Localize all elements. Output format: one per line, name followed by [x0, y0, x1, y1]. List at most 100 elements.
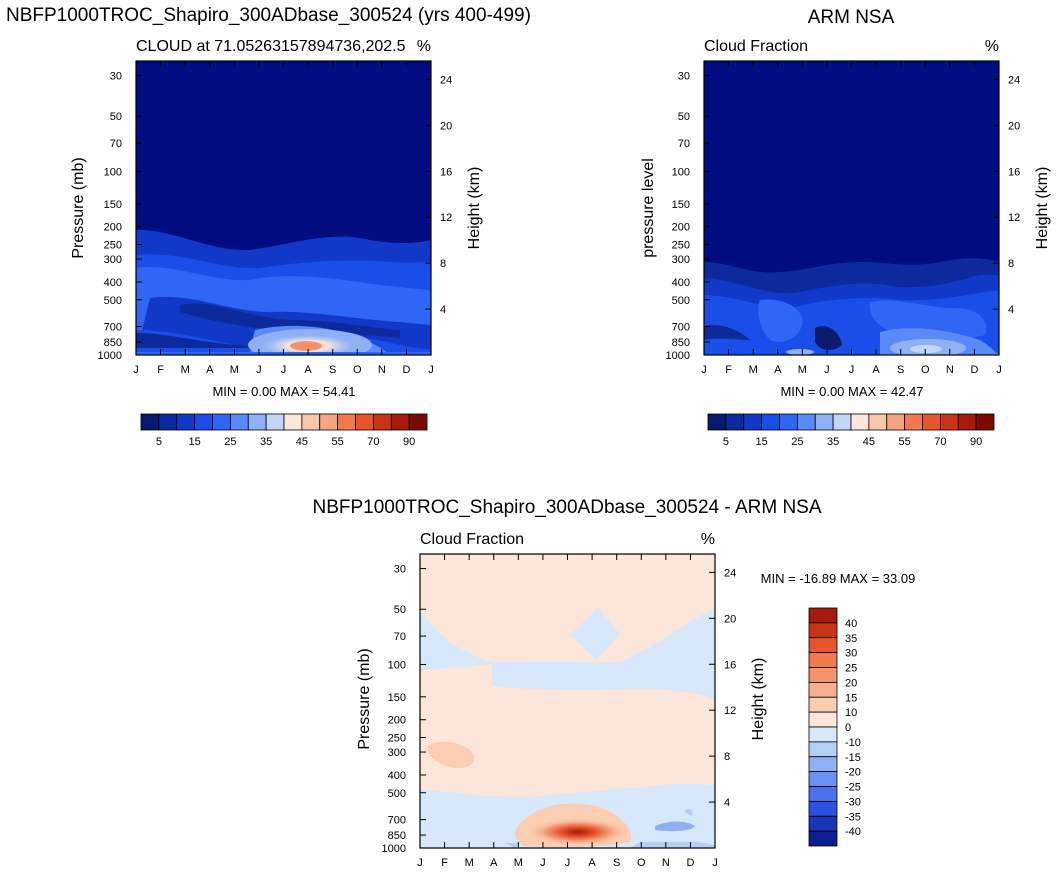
- colorbar-swatch: [808, 637, 838, 654]
- colorbar-swatch: [808, 741, 838, 758]
- panel-model: NBFP1000TROC_Shapiro_300ADbase_300524 (y…: [6, 5, 531, 448]
- x-tick-label: D: [402, 364, 410, 376]
- colorbar-label: 20: [845, 677, 857, 689]
- x-tick-label: J: [417, 857, 423, 869]
- colorbar-label: 35: [260, 436, 272, 448]
- colorbar-swatch: [319, 413, 339, 431]
- colorbar-label: 55: [332, 436, 344, 448]
- colorbar-swatch: [975, 413, 995, 431]
- colorbar-label: -30: [845, 796, 861, 808]
- colorbar-swatch: [158, 413, 178, 431]
- y-tick-label: 850: [388, 830, 406, 842]
- y-tick-label: 400: [104, 277, 122, 289]
- x-tick-label: J: [849, 364, 855, 376]
- y-tick-label: 700: [388, 815, 406, 827]
- y-tick-label: 70: [678, 138, 690, 150]
- x-tick-label: O: [353, 364, 362, 376]
- y-tick-label: 200: [388, 715, 406, 727]
- colorbar-swatch: [808, 607, 838, 624]
- colorbar-swatch: [390, 413, 410, 431]
- y-tick-label: 50: [394, 604, 406, 616]
- panel-observed-title: ARM NSA: [808, 7, 895, 28]
- y-right-tick-label: 24: [440, 74, 452, 86]
- y-tick-label: 1000: [98, 350, 122, 362]
- colorbar-swatch: [922, 413, 941, 431]
- y-right-tick-label: 24: [724, 567, 736, 579]
- x-tick-label: N: [946, 364, 954, 376]
- x-tick-label: J: [133, 364, 139, 376]
- panel-model-ylabel: Pressure (mb): [70, 157, 87, 258]
- x-tick-label: M: [798, 364, 807, 376]
- x-tick-label: J: [565, 857, 571, 869]
- x-tick-label: S: [897, 364, 904, 376]
- x-tick-label: F: [725, 364, 732, 376]
- panel-observed-subtitle-left: Cloud Fraction: [704, 38, 808, 55]
- y-tick-label: 500: [104, 295, 122, 307]
- y-right-tick-label: 16: [724, 659, 736, 671]
- colorbar-label: 45: [296, 436, 308, 448]
- colorbar-swatch: [808, 800, 838, 817]
- y-tick-label: 150: [388, 692, 406, 704]
- colorbar-label: -35: [845, 811, 861, 823]
- y-right-tick-label: 20: [724, 613, 736, 625]
- y-right-tick-label: 12: [440, 212, 452, 224]
- x-tick-label: S: [329, 364, 336, 376]
- x-tick-label: A: [490, 857, 498, 869]
- y-tick-label: 300: [672, 254, 690, 266]
- y-right-tick-label: 8: [440, 258, 446, 270]
- y-tick-label: 1000: [666, 350, 690, 362]
- colorbar-swatch: [808, 696, 838, 713]
- colorbar-label: 0: [845, 722, 851, 734]
- x-tick-label: M: [749, 364, 758, 376]
- colorbar-swatch: [408, 413, 428, 431]
- y-tick-label: 50: [110, 111, 122, 123]
- colorbar-label: 15: [756, 436, 768, 448]
- y-right-tick-label: 20: [1008, 120, 1020, 132]
- colorbar-label: 35: [827, 436, 839, 448]
- colorbar-swatch: [176, 413, 196, 431]
- y-tick-label: 250: [388, 733, 406, 745]
- colorbar-label: 25: [845, 663, 857, 675]
- panel-difference-units: %: [701, 531, 715, 548]
- colorbar-swatch: [808, 756, 838, 773]
- y-right-tick-label: 20: [440, 120, 452, 132]
- colorbar-label: 40: [845, 618, 857, 630]
- colorbar-swatch: [808, 681, 838, 698]
- colorbar-swatch: [868, 413, 888, 431]
- colorbar-label: 30: [845, 648, 857, 660]
- colorbar-label: 15: [189, 436, 201, 448]
- colorbar-label: 5: [723, 436, 729, 448]
- panel-difference-subtitle-left: Cloud Fraction: [420, 531, 524, 548]
- y-tick-label: 300: [104, 254, 122, 266]
- panel-difference-field: [420, 554, 715, 848]
- x-tick-label: J: [428, 364, 434, 376]
- colorbar-label: 5: [156, 436, 162, 448]
- y-tick-label: 100: [388, 659, 406, 671]
- y-tick-label: 400: [388, 770, 406, 782]
- x-tick-label: J: [824, 364, 830, 376]
- x-tick-label: J: [540, 857, 546, 869]
- colorbar-swatch: [808, 815, 838, 832]
- y-tick-label: 200: [104, 222, 122, 234]
- y-tick-label: 500: [672, 295, 690, 307]
- colorbar-swatch: [140, 413, 160, 431]
- x-tick-label: J: [701, 364, 707, 376]
- y-tick-label: 30: [394, 564, 406, 576]
- y-tick-label: 200: [672, 222, 690, 234]
- colorbar-swatch: [355, 413, 374, 431]
- panel-difference-ylabel-right: Height (km): [750, 658, 767, 741]
- panel-model-colorbar: 5 15 25 35 45 55 70 90: [140, 413, 428, 448]
- y-tick-label: 500: [388, 788, 406, 800]
- y-tick-label: 100: [672, 166, 690, 178]
- x-tick-label: M: [181, 364, 190, 376]
- y-tick-label: 400: [672, 277, 690, 289]
- y-right-tick-label: 16: [440, 166, 452, 178]
- colorbar-label: 15: [845, 692, 857, 704]
- y-tick-label: 100: [104, 166, 122, 178]
- colorbar-swatch: [904, 413, 923, 431]
- y-tick-label: 1000: [382, 843, 406, 855]
- colorbar-swatch: [808, 786, 838, 802]
- y-tick-label: 150: [104, 199, 122, 211]
- x-tick-label: A: [304, 364, 312, 376]
